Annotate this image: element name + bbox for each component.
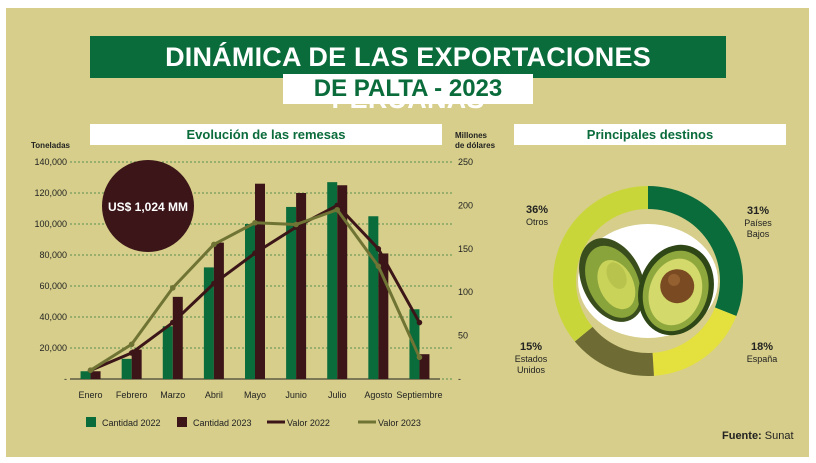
- title-line-1: DINÁMICA DE LAS EXPORTACIONES PERUANAS: [90, 36, 726, 114]
- right-axis-title-2: de dólares: [455, 141, 496, 150]
- title-line-2: DE PALTA - 2023: [283, 74, 533, 104]
- source-value: Sunat: [764, 430, 794, 442]
- left-axis-title: Toneladas: [31, 141, 70, 150]
- destinos-heading: Principales destinos: [514, 124, 786, 145]
- source-label: Fuente:: [722, 430, 762, 442]
- right-axis-title-1: Millones: [455, 131, 488, 140]
- remesas-heading: Evolución de las remesas: [90, 124, 442, 145]
- source-note: Fuente: Sunat: [722, 430, 794, 442]
